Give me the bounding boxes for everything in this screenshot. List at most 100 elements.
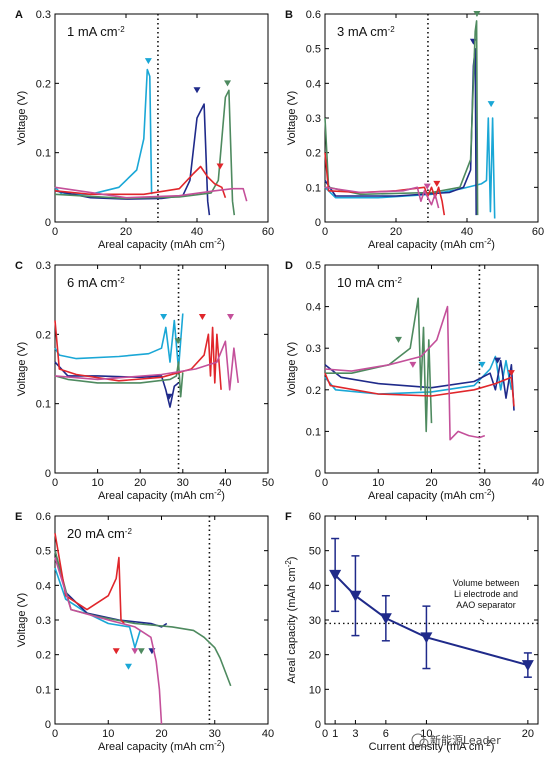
y-tick-label-F-3: 30 xyxy=(309,615,321,627)
y-tick-label-E-3: 0.3 xyxy=(36,615,51,627)
axes-frame-D xyxy=(324,264,539,474)
data-point-3 xyxy=(420,632,433,644)
y-tick-label-B-0: 0 xyxy=(315,217,321,229)
x-axis-label-F-part-2: ) xyxy=(491,741,495,753)
series-line-C-red xyxy=(54,320,222,390)
x-tick-label-E-0: 0 xyxy=(52,728,58,740)
series-marker-D-navy xyxy=(494,357,502,364)
y-tick-label-D-4: 0.4 xyxy=(306,302,321,314)
y-tick-label-F-4: 40 xyxy=(309,580,321,592)
series-marker-D-red xyxy=(507,370,515,377)
rate-label-C-part-0: 6 mA cm xyxy=(67,275,118,290)
x-axis-label-A: Areal capacity (mAh cm-2) xyxy=(98,237,225,252)
panel-letter-A: A xyxy=(15,9,23,21)
rate-label-D-part-0: 10 mA cm xyxy=(337,275,395,290)
panel-C: C 0 10 20 30 40 50 0 0.1 0.2 0.3 Areal capacity (mA… xyxy=(15,260,274,502)
y-axis-label-D-part-0: Voltage (V) xyxy=(286,342,298,396)
x-axis-label-A-part-2: ) xyxy=(221,239,225,251)
y-tick-label-C-1: 0.1 xyxy=(36,399,51,411)
rate-label-A: 1 mA cm-2 xyxy=(67,24,125,39)
x-tick-label-E-3: 30 xyxy=(209,728,221,740)
data-point-0 xyxy=(329,569,342,581)
x-tick-label-D-2: 20 xyxy=(425,477,437,489)
y-tick-label-E-2: 0.2 xyxy=(36,650,51,662)
x-axis-label-E-part-1: -2 xyxy=(214,739,222,748)
series-marker-C-pink xyxy=(227,314,235,320)
series-line-A-cyan xyxy=(54,68,153,196)
y-tick-label-D-0: 0 xyxy=(315,468,321,480)
x-axis-label-C-part-1: -2 xyxy=(214,488,222,497)
series-marker-C-red xyxy=(198,314,206,320)
series-marker-B-red xyxy=(433,180,441,187)
x-axis-label-D: Areal capacity (mAh cm-2) xyxy=(368,488,495,503)
x-axis-label-C-part-2: ) xyxy=(221,490,225,502)
y-tick-label-F-2: 20 xyxy=(309,650,321,662)
x-tick-label-A-3: 60 xyxy=(262,226,274,238)
x-tick-label-C-3: 30 xyxy=(177,477,189,489)
y-tick-label-B-2: 0.2 xyxy=(306,148,321,160)
x-tick-label-D-3: 30 xyxy=(479,477,491,489)
axes-frame-E xyxy=(54,515,269,725)
y-tick-label-D-5: 0.5 xyxy=(306,260,321,272)
series-line-A-navy xyxy=(54,103,211,216)
rate-label-C: 6 mA cm-2 xyxy=(67,275,125,290)
x-axis-label-B-part-0: Areal capacity (mAh cm xyxy=(368,239,484,251)
x-tick-label-E-2: 20 xyxy=(155,728,167,740)
series-marker-A-green xyxy=(224,80,232,87)
y-axis-label-D: Voltage (V) xyxy=(286,342,298,396)
series-marker-B-navy xyxy=(469,38,477,45)
x-tick-label-A-0: 0 xyxy=(52,226,58,238)
x-tick-label-C-0: 0 xyxy=(52,477,58,489)
y-axis-label-E: Voltage (V) xyxy=(16,593,28,647)
series-marker-C-green xyxy=(174,338,182,345)
series-marker-A-red xyxy=(216,163,224,170)
y-axis-label-B: Voltage (V) xyxy=(286,91,298,145)
x-tick-label-F-0: 0 xyxy=(322,728,328,740)
series-line-C-navy xyxy=(54,361,180,408)
series-marker-E-green xyxy=(137,648,145,655)
rate-label-D-part-1: -2 xyxy=(395,276,403,285)
rate-label-A-part-0: 1 mA cm xyxy=(67,24,118,39)
y-tick-label-E-6: 0.6 xyxy=(36,511,51,523)
y-tick-label-A-1: 0.1 xyxy=(36,148,51,160)
y-tick-label-C-3: 0.3 xyxy=(36,260,51,272)
series-line-D-red xyxy=(324,372,515,407)
x-tick-label-F-2: 3 xyxy=(352,728,358,740)
series-line-E-pink xyxy=(54,557,163,725)
axes-frame-B xyxy=(324,13,539,223)
annotation-arrow xyxy=(479,618,485,622)
rate-label-D: 10 mA cm-2 xyxy=(337,275,402,290)
y-tick-label-D-3: 0.3 xyxy=(306,343,321,355)
series-line-C-green xyxy=(54,361,184,398)
y-axis-label-A: Voltage (V) xyxy=(16,91,28,145)
series-marker-B-green xyxy=(473,11,481,17)
axes-frame-A xyxy=(54,13,269,223)
y-tick-label-B-3: 0.3 xyxy=(306,113,321,125)
axes-frame-F xyxy=(324,515,539,725)
x-axis-label-C-part-0: Areal capacity (mAh cm xyxy=(98,490,214,502)
x-tick-label-B-0: 0 xyxy=(322,226,328,238)
rate-label-C-part-1: -2 xyxy=(118,276,126,285)
series-marker-E-cyan xyxy=(124,663,132,670)
rate-label-E: 20 mA cm-2 xyxy=(67,526,132,541)
watermark: 新能源Leader xyxy=(411,733,501,748)
y-axis-label-F-part-1: -2 xyxy=(284,560,293,568)
series-marker-A-cyan xyxy=(144,58,152,65)
series-marker-E-pink xyxy=(131,648,139,655)
y-tick-label-B-6: 0.6 xyxy=(306,9,321,21)
series-marker-C-navy xyxy=(165,393,173,400)
x-axis-label-B: Areal capacity (mAh cm-2) xyxy=(368,237,495,252)
x-axis-label-D-part-2: ) xyxy=(491,490,495,502)
panel-A: A 0 20 40 60 0 0.1 0.2 0.3 Areal capacity (mAh cm… xyxy=(15,9,274,251)
y-tick-label-E-0: 0 xyxy=(45,719,51,731)
x-tick-label-D-1: 10 xyxy=(372,477,384,489)
y-tick-label-E-4: 0.4 xyxy=(36,580,51,592)
series-line-C-cyan xyxy=(54,313,184,370)
y-tick-label-C-2: 0.2 xyxy=(36,329,51,341)
y-tick-label-B-4: 0.4 xyxy=(306,78,321,90)
annotation-line-1: Li electrode and xyxy=(454,589,518,599)
x-axis-label-E-part-0: Areal capacity (mAh cm xyxy=(98,741,214,753)
x-tick-label-A-1: 20 xyxy=(120,226,132,238)
y-tick-label-E-1: 0.1 xyxy=(36,684,51,696)
